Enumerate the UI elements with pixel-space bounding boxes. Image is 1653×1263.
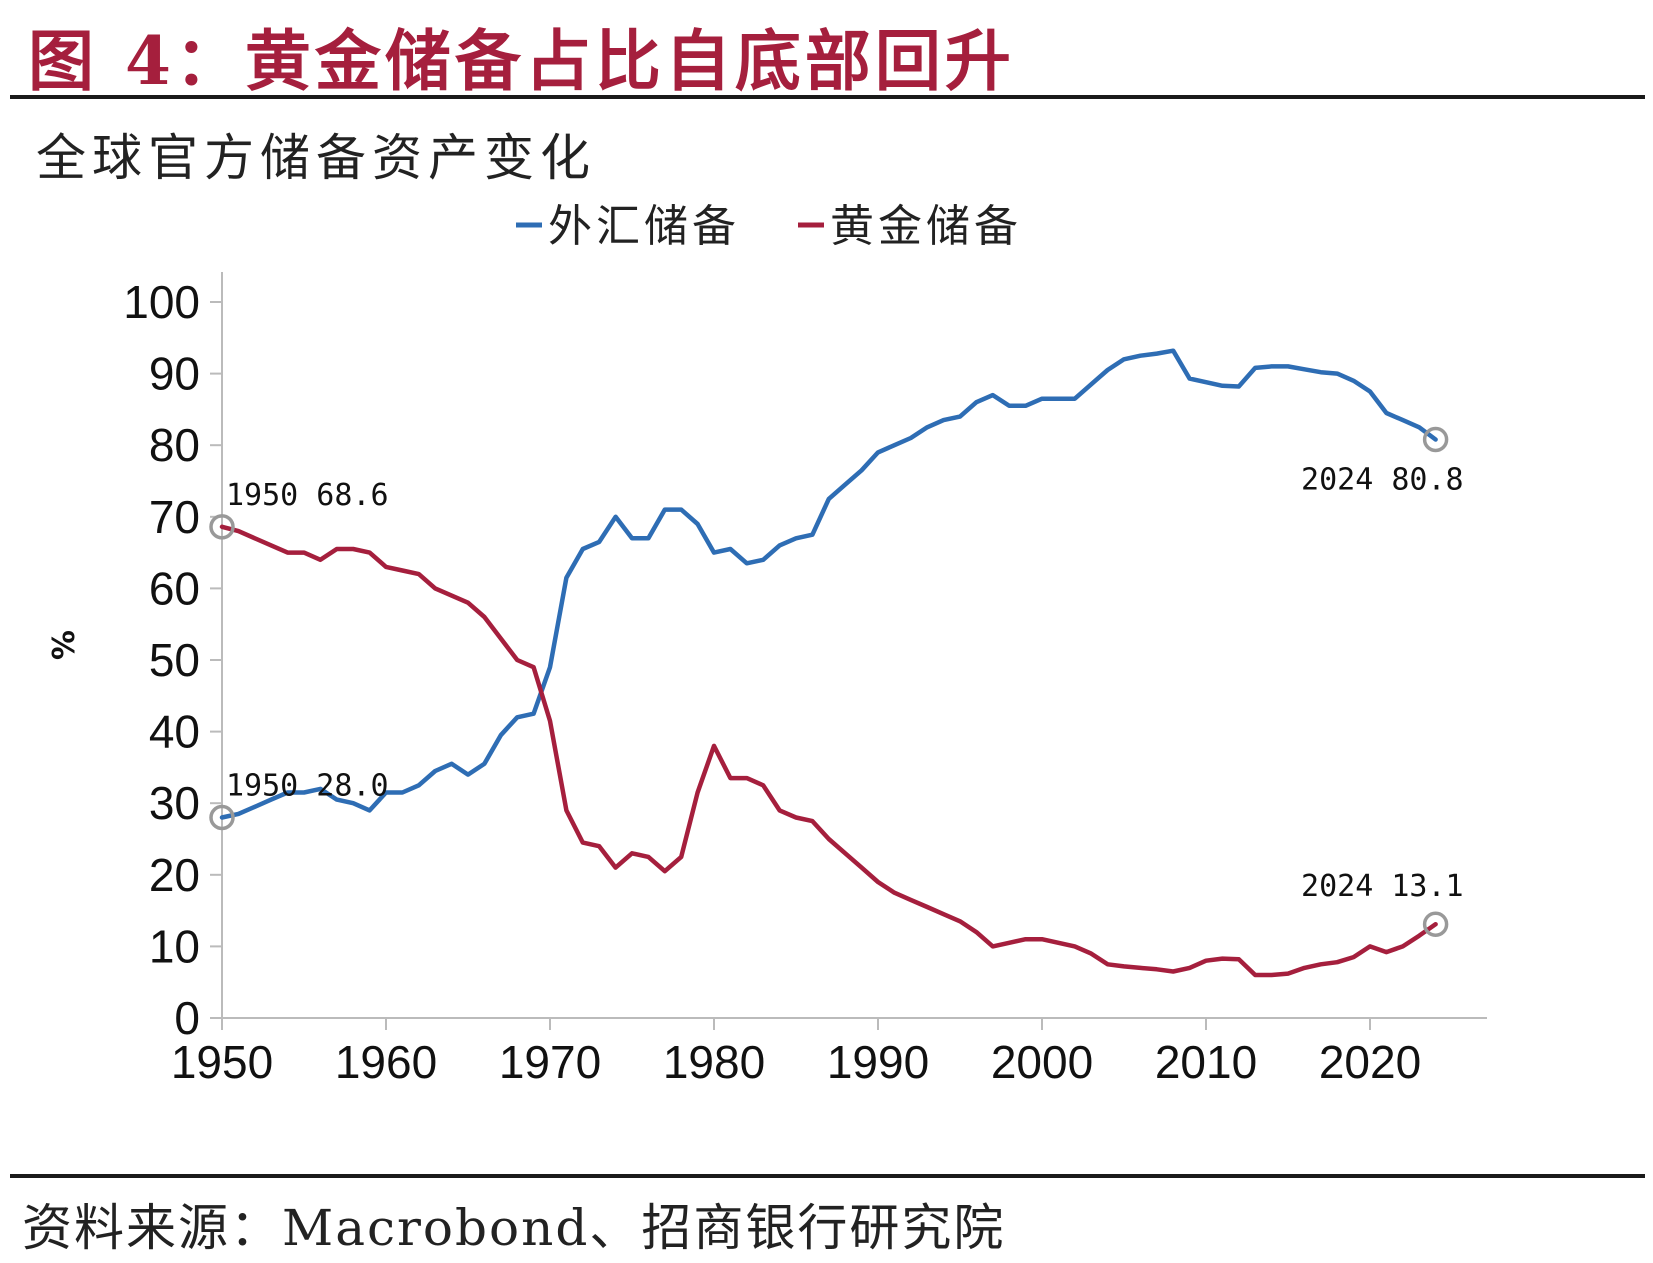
annotation-marker-4	[1422, 911, 1449, 937]
x-tick-label: 1960	[335, 1036, 437, 1088]
x-tick-label: 1980	[663, 1036, 765, 1088]
chart-title: 全球官方储备资产变化	[36, 129, 596, 187]
chart-axes: 0 10 20 30 40 50 60 70 80 90 100 1950 1960 1970 1980 19…	[44, 272, 1487, 1088]
source-note: 资料来源：Macrobond、招商银行研究院	[22, 1199, 1006, 1257]
annotation-label-4: 2024 13.1	[1301, 869, 1464, 904]
x-tick-label: 1970	[499, 1036, 601, 1088]
annotation-label-3: 2024 80.8	[1301, 462, 1464, 497]
top-rule	[10, 95, 1645, 99]
y-tick-label: 0	[174, 992, 200, 1044]
figure-title: 图 4：黄金储备占比自底部回升	[28, 22, 1015, 100]
chart-annotations: 1950 68.6 1950 28.0 2024 80.8 2024 13.1	[209, 426, 1464, 937]
y-tick-label: 60	[149, 562, 200, 614]
annotation-label-1: 1950 68.6	[226, 478, 389, 513]
y-tick-label: 20	[149, 849, 200, 901]
annotation-marker-3	[1422, 426, 1449, 453]
x-tick-label: 1950	[171, 1036, 273, 1088]
y-tick-label: 40	[149, 706, 200, 758]
annotation-marker-1	[209, 514, 235, 540]
y-tick-label: 100	[123, 276, 200, 328]
y-tick-label: 70	[149, 491, 200, 543]
x-tick-label: 2000	[991, 1036, 1093, 1088]
annotation-marker-2	[209, 804, 235, 831]
y-tick-label: 10	[149, 920, 200, 972]
line-chart: 外汇储备 黄金储备 0 10 20 30 40 50 60 70 80 90 100 1950 1960 1…	[44, 201, 1487, 1088]
x-tick-label: 1990	[827, 1036, 929, 1088]
series-line-2	[219, 524, 1438, 978]
y-tick-label: 30	[149, 777, 200, 829]
y-tick-label: 50	[149, 634, 200, 686]
legend-label-1: 外汇储备	[548, 201, 740, 252]
y-tick-label: 90	[149, 348, 200, 400]
legend: 外汇储备 黄金储备	[516, 201, 1022, 252]
y-tick-label: 80	[149, 419, 200, 471]
y-axis-label: %	[44, 630, 79, 660]
x-tick-label: 2010	[1155, 1036, 1257, 1088]
annotation-label-2: 1950 28.0	[226, 769, 389, 804]
bottom-rule	[10, 1174, 1645, 1178]
series-line-1	[219, 348, 1438, 820]
x-tick-label: 2020	[1319, 1036, 1421, 1088]
legend-label-2: 黄金储备	[830, 201, 1022, 252]
chart-series	[219, 348, 1438, 978]
